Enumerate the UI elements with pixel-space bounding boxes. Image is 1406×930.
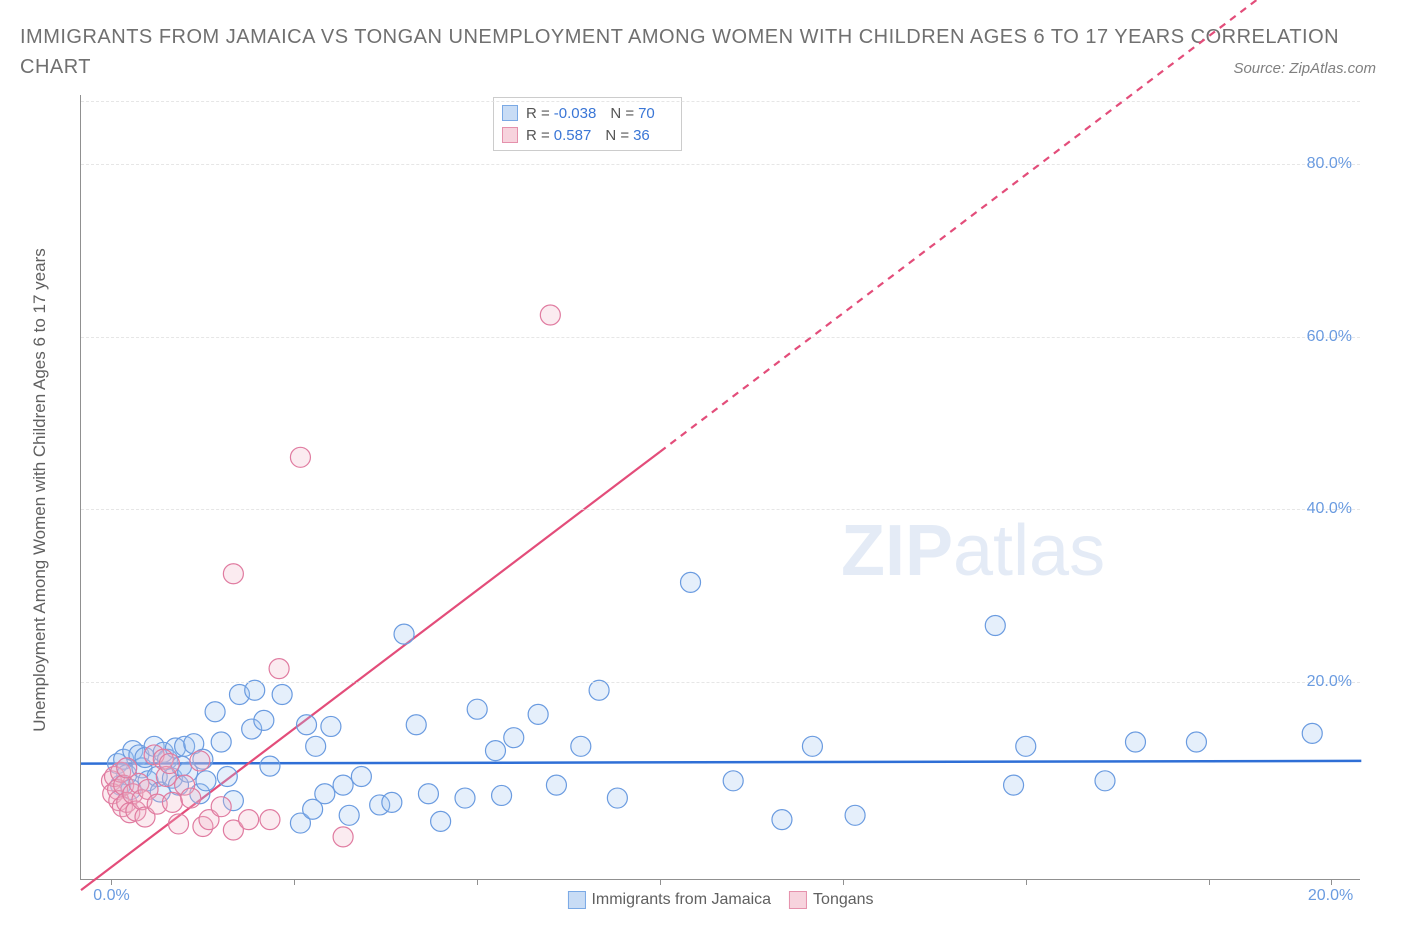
ytick-label: 20.0% bbox=[1307, 673, 1352, 691]
scatter-point bbox=[1095, 771, 1115, 791]
xtick bbox=[477, 879, 478, 885]
xtick-label: 20.0% bbox=[1308, 887, 1353, 905]
chart-svg bbox=[81, 95, 1361, 880]
scatter-point bbox=[772, 810, 792, 830]
scatter-point bbox=[245, 680, 265, 700]
ytick-label: 60.0% bbox=[1307, 328, 1352, 346]
scatter-point bbox=[306, 736, 326, 756]
scatter-point bbox=[290, 447, 310, 467]
scatter-point bbox=[985, 616, 1005, 636]
scatter-point bbox=[1016, 736, 1036, 756]
scatter-point bbox=[802, 736, 822, 756]
scatter-point bbox=[223, 564, 243, 584]
scatter-point bbox=[540, 305, 560, 325]
gridline bbox=[81, 682, 1360, 683]
scatter-point bbox=[269, 659, 289, 679]
scatter-point bbox=[260, 810, 280, 830]
stats-n-value: 36 bbox=[633, 127, 650, 144]
scatter-point bbox=[418, 784, 438, 804]
scatter-point bbox=[528, 704, 548, 724]
stats-legend: R =-0.038N =70 R =0.587N =36 bbox=[493, 97, 682, 151]
scatter-point bbox=[607, 788, 627, 808]
scatter-point bbox=[321, 716, 341, 736]
chart-container: IMMIGRANTS FROM JAMAICA VS TONGAN UNEMPL… bbox=[0, 0, 1406, 930]
legend-item-jamaica: Immigrants from Jamaica bbox=[567, 891, 771, 909]
xtick bbox=[1209, 879, 1210, 885]
scatter-point bbox=[159, 754, 179, 774]
scatter-point bbox=[190, 751, 210, 771]
stats-text: R =0.587N =36 bbox=[526, 127, 664, 144]
stats-r-value: 0.587 bbox=[554, 127, 592, 144]
scatter-point bbox=[196, 771, 216, 791]
scatter-point bbox=[169, 814, 189, 834]
legend-swatch-icon bbox=[567, 891, 585, 909]
scatter-point bbox=[239, 810, 259, 830]
scatter-point bbox=[1125, 732, 1145, 752]
stats-n-value: 70 bbox=[638, 105, 655, 122]
xtick bbox=[843, 879, 844, 885]
scatter-point bbox=[845, 805, 865, 825]
gridline bbox=[81, 337, 1360, 338]
scatter-point bbox=[467, 699, 487, 719]
scatter-point bbox=[315, 784, 335, 804]
scatter-point bbox=[571, 736, 591, 756]
scatter-point bbox=[431, 811, 451, 831]
scatter-point bbox=[211, 732, 231, 752]
trendline bbox=[81, 452, 660, 890]
legend-label: Tongans bbox=[813, 891, 874, 909]
stats-r-value: -0.038 bbox=[554, 105, 597, 122]
stats-row: R =0.587N =36 bbox=[502, 124, 669, 146]
stats-swatch-icon bbox=[502, 105, 518, 121]
scatter-point bbox=[333, 827, 353, 847]
plot-area: ZIPatlas R =-0.038N =70R =0.587N =36 Imm… bbox=[80, 95, 1360, 880]
scatter-point bbox=[1004, 775, 1024, 795]
series-legend: Immigrants from Jamaica Tongans bbox=[567, 891, 873, 909]
scatter-point bbox=[339, 805, 359, 825]
stats-text: R =-0.038N =70 bbox=[526, 105, 669, 122]
scatter-point bbox=[211, 797, 231, 817]
legend-item-tongans: Tongans bbox=[789, 891, 874, 909]
scatter-point bbox=[394, 624, 414, 644]
ytick-label: 80.0% bbox=[1307, 155, 1352, 173]
xtick bbox=[111, 879, 112, 885]
legend-label: Immigrants from Jamaica bbox=[591, 891, 771, 909]
source-label: Source: ZipAtlas.com bbox=[1233, 60, 1376, 77]
scatter-point bbox=[254, 710, 274, 730]
stats-row: R =-0.038N =70 bbox=[502, 102, 669, 124]
gridline bbox=[81, 101, 1360, 102]
xtick bbox=[1331, 879, 1332, 885]
stats-swatch-icon bbox=[502, 127, 518, 143]
scatter-point bbox=[333, 775, 353, 795]
scatter-point bbox=[455, 788, 475, 808]
scatter-point bbox=[205, 702, 225, 722]
gridline bbox=[81, 509, 1360, 510]
scatter-point bbox=[181, 788, 201, 808]
scatter-point bbox=[504, 728, 524, 748]
xtick bbox=[1026, 879, 1027, 885]
xtick-label: 0.0% bbox=[93, 887, 129, 905]
yaxis-title: Unemployment Among Women with Children A… bbox=[30, 248, 50, 732]
chart-title: IMMIGRANTS FROM JAMAICA VS TONGAN UNEMPL… bbox=[20, 22, 1346, 82]
scatter-point bbox=[546, 775, 566, 795]
scatter-point bbox=[260, 756, 280, 776]
xtick bbox=[294, 879, 295, 885]
scatter-point bbox=[1186, 732, 1206, 752]
scatter-point bbox=[382, 792, 402, 812]
scatter-point bbox=[681, 572, 701, 592]
scatter-point bbox=[1302, 723, 1322, 743]
scatter-point bbox=[351, 766, 371, 786]
xtick bbox=[660, 879, 661, 885]
gridline bbox=[81, 164, 1360, 165]
scatter-point bbox=[272, 685, 292, 705]
scatter-point bbox=[492, 785, 512, 805]
scatter-point bbox=[589, 680, 609, 700]
scatter-point bbox=[406, 715, 426, 735]
scatter-point bbox=[297, 715, 317, 735]
scatter-point bbox=[162, 792, 182, 812]
scatter-point bbox=[217, 766, 237, 786]
legend-swatch-icon bbox=[789, 891, 807, 909]
scatter-point bbox=[485, 741, 505, 761]
scatter-point bbox=[723, 771, 743, 791]
ytick-label: 40.0% bbox=[1307, 500, 1352, 518]
